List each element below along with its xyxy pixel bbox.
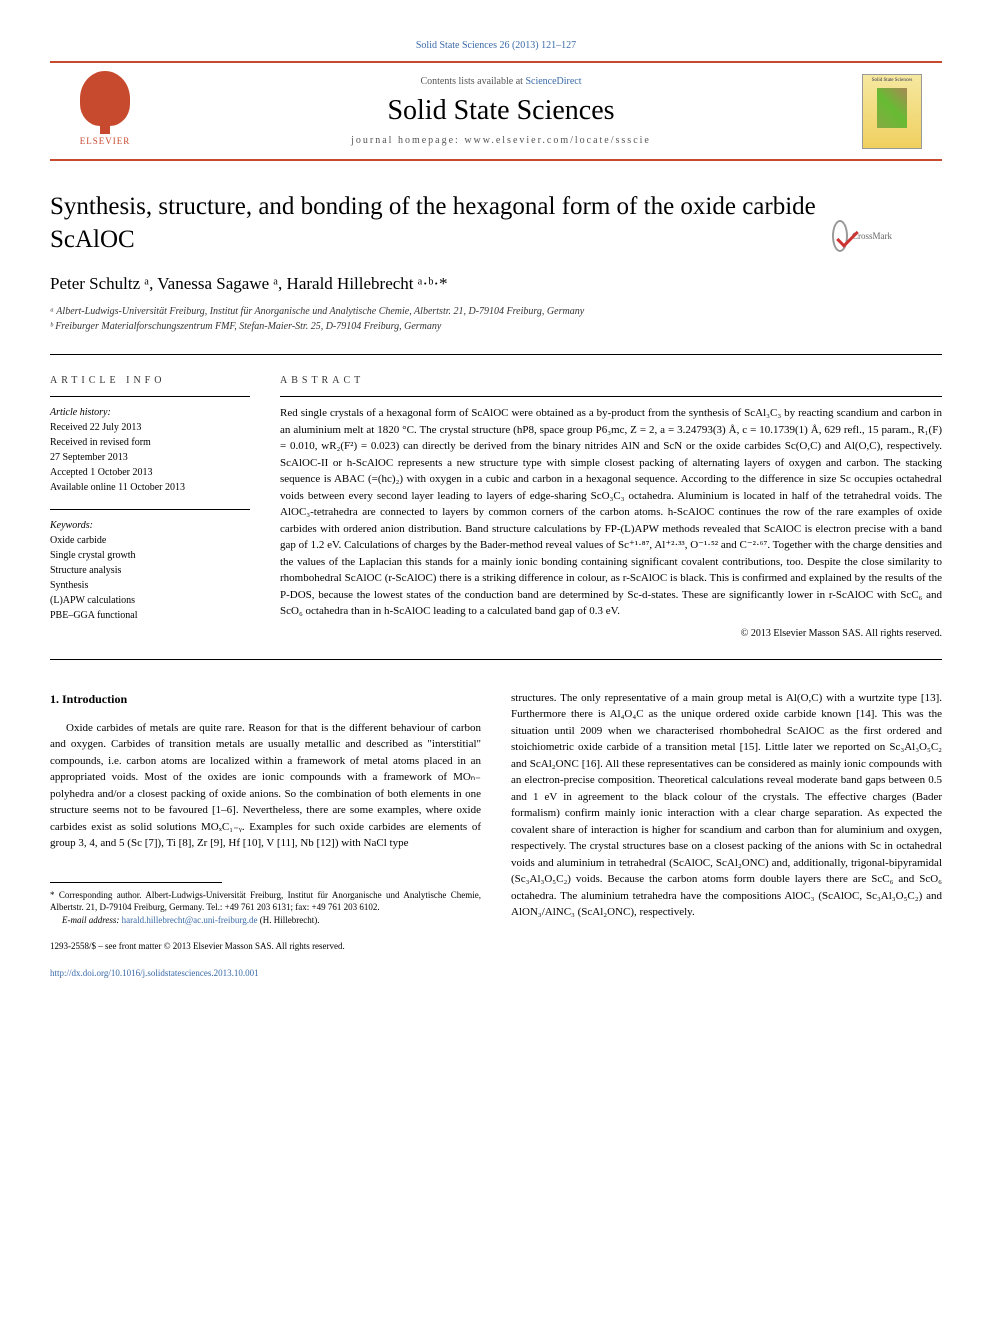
citation-link[interactable]: Solid State Sciences 26 (2013) 121–127 xyxy=(50,40,942,51)
article-info-column: ARTICLE INFO Article history: Received 2… xyxy=(50,375,250,639)
abstract-column: ABSTRACT Red single crystals of a hexago… xyxy=(280,375,942,639)
abstract-copyright: © 2013 Elsevier Masson SAS. All rights r… xyxy=(280,628,942,639)
history-text: Received 22 July 2013 Received in revise… xyxy=(50,420,250,495)
abstract-heading: ABSTRACT xyxy=(280,375,942,386)
affiliations: ᵃ Albert-Ludwigs-Universität Freiburg, I… xyxy=(50,304,942,334)
footnote-separator xyxy=(50,882,222,883)
crossmark-icon xyxy=(832,220,848,252)
body-para-2: structures. The only representative of a… xyxy=(511,690,942,921)
sciencedirect-link[interactable]: ScienceDirect xyxy=(525,76,581,87)
abstract-text: Red single crystals of a hexagonal form … xyxy=(280,396,942,620)
publisher-name: ELSEVIER xyxy=(80,136,131,146)
affiliation-b: ᵇ Freiburger Materialforschungszentrum F… xyxy=(50,319,942,334)
article-info-heading: ARTICLE INFO xyxy=(50,375,250,386)
keywords-text: Oxide carbide Single crystal growth Stru… xyxy=(50,533,250,623)
contents-text: Contents lists available at xyxy=(420,76,525,87)
keywords-label: Keywords: xyxy=(50,518,250,533)
cover-image-icon xyxy=(877,88,907,128)
elsevier-logo: ELSEVIER xyxy=(70,71,140,151)
email-suffix: (H. Hillebrecht). xyxy=(258,915,320,925)
body-para-1: Oxide carbides of metals are quite rare.… xyxy=(50,720,481,852)
crossmark-badge[interactable]: CrossMark xyxy=(832,206,892,266)
info-abstract-row: ARTICLE INFO Article history: Received 2… xyxy=(50,375,942,639)
history-label: Article history: xyxy=(50,405,250,420)
journal-cover-thumbnail: Solid State Sciences xyxy=(862,74,922,149)
elsevier-tree-icon xyxy=(80,71,130,126)
header-center: Contents lists available at ScienceDirec… xyxy=(140,76,862,146)
contents-line: Contents lists available at ScienceDirec… xyxy=(140,76,862,87)
history-block: Article history: Received 22 July 2013 R… xyxy=(50,396,250,495)
separator xyxy=(50,659,942,660)
journal-header: ELSEVIER Contents lists available at Sci… xyxy=(50,61,942,161)
email-label: E-mail address: xyxy=(62,915,122,925)
article-title: Synthesis, structure, and bonding of the… xyxy=(50,191,942,256)
email-link[interactable]: harald.hillebrecht@ac.uni-freiburg.de xyxy=(122,915,258,925)
issn-line: 1293-2558/$ – see front matter © 2013 El… xyxy=(50,940,481,953)
separator xyxy=(50,354,942,355)
keywords-block: Keywords: Oxide carbide Single crystal g… xyxy=(50,509,250,623)
body-column-right: structures. The only representative of a… xyxy=(511,690,942,980)
author-list: Peter Schultz ᵃ, Vanessa Sagawe ᵃ, Haral… xyxy=(50,274,942,294)
corresponding-author-footnote: * Corresponding author. Albert-Ludwigs-U… xyxy=(50,889,481,914)
cover-title: Solid State Sciences xyxy=(872,78,913,83)
section-heading: 1. Introduction xyxy=(50,690,481,708)
body-columns: 1. Introduction Oxide carbides of metals… xyxy=(50,690,942,980)
body-column-left: 1. Introduction Oxide carbides of metals… xyxy=(50,690,481,980)
doi-link[interactable]: http://dx.doi.org/10.1016/j.solidstatesc… xyxy=(50,967,481,980)
journal-name: Solid State Sciences xyxy=(140,95,862,127)
homepage-line: journal homepage: www.elsevier.com/locat… xyxy=(140,135,862,146)
email-footnote: E-mail address: harald.hillebrecht@ac.un… xyxy=(50,914,481,927)
affiliation-a: ᵃ Albert-Ludwigs-Universität Freiburg, I… xyxy=(50,304,942,319)
